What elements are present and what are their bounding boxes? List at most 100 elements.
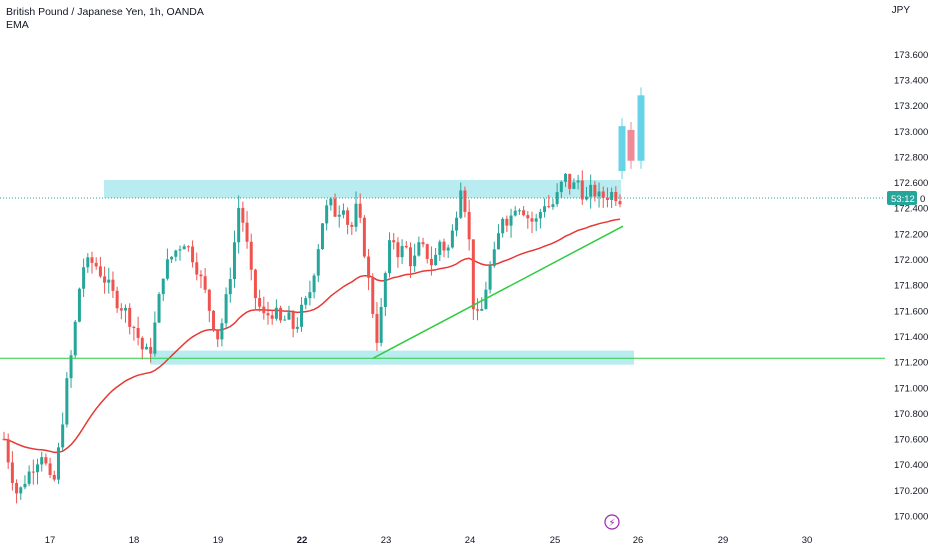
candle-body: [245, 222, 249, 242]
candle-body: [589, 184, 593, 197]
candle-body: [597, 191, 601, 197]
candle-body: [216, 329, 220, 340]
price-tick-label: 171.000: [894, 383, 928, 394]
candle-body: [555, 192, 559, 205]
candle-body: [455, 217, 459, 231]
markers-layer: ⚡: [604, 514, 620, 530]
candle-body: [538, 212, 542, 219]
candle-body: [354, 203, 358, 227]
price-tick-label: 170.000: [894, 512, 928, 523]
candle-body: [346, 210, 350, 225]
candle-body: [140, 337, 144, 350]
price-tick-label: 170.600: [894, 435, 928, 446]
candle-body: [128, 307, 132, 327]
projection-candle: [627, 129, 635, 161]
price-tick-label: 171.800: [894, 281, 928, 292]
candle-body: [593, 184, 597, 197]
candle-body: [463, 190, 467, 212]
candle-body: [488, 265, 492, 290]
date-tick-label: 22: [297, 535, 308, 546]
candle-body: [86, 257, 90, 268]
candle-body: [27, 471, 31, 484]
candle-body: [413, 255, 417, 267]
candle-body: [90, 257, 94, 263]
candle-body: [547, 206, 551, 208]
candle-body: [2, 439, 6, 441]
drawing-lines-layer: [0, 225, 885, 359]
trend-line: [372, 225, 624, 359]
candle-body: [438, 241, 442, 255]
candle-body: [417, 242, 421, 256]
price-tick-label: 172.600: [894, 178, 928, 189]
candle-body: [404, 246, 408, 248]
candle-body: [77, 288, 81, 322]
candle-body: [476, 309, 480, 311]
candle-body: [23, 483, 27, 488]
candle-body: [69, 355, 73, 379]
candle-body: [551, 204, 555, 207]
symbol-title[interactable]: British Pound / Japanese Yen, 1h, OANDA: [6, 6, 204, 18]
candle-body: [40, 457, 44, 465]
candle-body: [450, 230, 454, 248]
candle-body: [605, 197, 609, 200]
price-tick-label: 173.000: [894, 127, 928, 138]
candle-body: [325, 205, 329, 224]
candle-body: [48, 463, 52, 475]
candle-body: [174, 250, 178, 257]
price-tick-label: 173.200: [894, 101, 928, 112]
candle-body: [237, 207, 241, 243]
price-axis[interactable]: 173.600 173.400 173.200 173.000 172.800 172.6…: [887, 50, 928, 523]
ema-layer: [3, 218, 621, 454]
candle-body: [568, 173, 572, 189]
candle-body: [119, 308, 123, 311]
candle-body: [124, 307, 128, 311]
price-tick-label: 172.200: [894, 229, 928, 240]
candle-body: [614, 191, 618, 202]
candle-body: [212, 310, 216, 330]
candle-body: [65, 378, 69, 425]
candles-layer: [2, 87, 645, 504]
candle-body: [543, 206, 547, 213]
candle-body: [241, 207, 245, 223]
candle-body: [191, 246, 195, 263]
candle-body: [56, 447, 60, 480]
candle-body: [274, 307, 278, 319]
candle-body: [157, 294, 161, 323]
candle-body: [492, 249, 496, 266]
candle-body: [82, 267, 86, 289]
candle-body: [115, 290, 119, 309]
candle-body: [291, 312, 295, 329]
lightning-icon: [604, 514, 620, 530]
candle-body: [186, 246, 190, 248]
candle-body: [10, 462, 14, 484]
support-zone: [150, 350, 634, 365]
candle-body: [471, 239, 475, 310]
ema-indicator-label[interactable]: EMA: [6, 19, 29, 31]
countdown-tail: 0: [920, 194, 925, 205]
candle-body: [111, 279, 115, 291]
candle-body: [132, 326, 136, 328]
candle-body: [362, 217, 366, 257]
lightning-glyph: ⚡: [608, 518, 615, 529]
candle-body: [220, 323, 224, 340]
date-tick-label: 17: [45, 535, 56, 546]
price-tick-label: 171.200: [894, 358, 928, 369]
candle-body: [195, 262, 199, 275]
candle-body: [442, 241, 446, 251]
price-tick-label: 172.000: [894, 255, 928, 266]
candle-body: [480, 308, 484, 311]
candle-body: [358, 203, 362, 218]
candle-body: [262, 306, 266, 314]
currency-label: JPY: [891, 5, 910, 16]
time-axis[interactable]: 17 18 19 22 23 24 25 26 29 30: [45, 535, 813, 546]
candle-body: [425, 244, 429, 259]
candle-body: [304, 298, 308, 305]
candle-body: [61, 424, 65, 448]
candle-body: [522, 210, 526, 216]
candle-body: [367, 256, 371, 278]
date-tick-label: 26: [633, 535, 644, 546]
price-tick-label: 173.400: [894, 75, 928, 86]
candle-body: [446, 247, 450, 251]
candle-body: [182, 246, 186, 250]
